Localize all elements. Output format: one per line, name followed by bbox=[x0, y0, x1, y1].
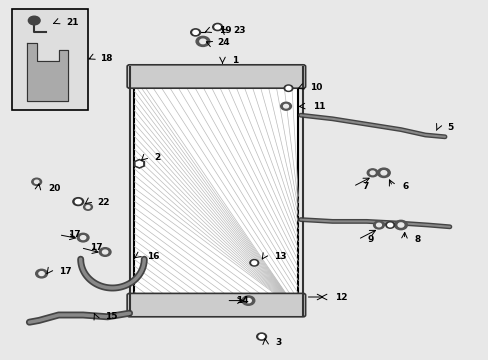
Text: 13: 13 bbox=[273, 252, 286, 261]
Circle shape bbox=[377, 168, 389, 177]
Text: 23: 23 bbox=[233, 26, 246, 35]
Polygon shape bbox=[134, 159, 144, 168]
Circle shape bbox=[192, 31, 198, 35]
Circle shape bbox=[251, 261, 256, 265]
Circle shape bbox=[99, 248, 111, 256]
Circle shape bbox=[259, 335, 264, 339]
FancyBboxPatch shape bbox=[127, 293, 305, 317]
Text: 17: 17 bbox=[68, 230, 81, 239]
Circle shape bbox=[39, 272, 44, 275]
Text: 21: 21 bbox=[66, 18, 79, 27]
Circle shape bbox=[83, 204, 92, 210]
Bar bbox=[12, 9, 88, 110]
Text: 9: 9 bbox=[367, 235, 373, 244]
Circle shape bbox=[366, 169, 377, 177]
Circle shape bbox=[32, 178, 41, 185]
Text: 1: 1 bbox=[232, 56, 238, 65]
Text: 15: 15 bbox=[105, 311, 118, 320]
Circle shape bbox=[283, 104, 288, 108]
Circle shape bbox=[256, 333, 266, 340]
Circle shape bbox=[75, 199, 81, 204]
Polygon shape bbox=[136, 161, 142, 166]
Text: 8: 8 bbox=[413, 235, 420, 244]
Circle shape bbox=[245, 298, 251, 303]
FancyBboxPatch shape bbox=[127, 65, 305, 88]
Text: 2: 2 bbox=[154, 153, 160, 162]
Circle shape bbox=[34, 180, 39, 184]
Circle shape bbox=[242, 296, 254, 305]
Polygon shape bbox=[27, 43, 68, 101]
Circle shape bbox=[200, 39, 205, 44]
Circle shape bbox=[196, 36, 209, 46]
Circle shape bbox=[86, 206, 90, 208]
Circle shape bbox=[36, 269, 47, 278]
Circle shape bbox=[73, 198, 83, 206]
Circle shape bbox=[385, 222, 394, 228]
Circle shape bbox=[280, 102, 291, 110]
Circle shape bbox=[387, 223, 392, 227]
Circle shape bbox=[190, 29, 200, 36]
Text: 5: 5 bbox=[447, 123, 453, 132]
Text: 17: 17 bbox=[59, 267, 71, 276]
Text: 11: 11 bbox=[312, 102, 325, 111]
Circle shape bbox=[397, 223, 403, 227]
Text: 18: 18 bbox=[100, 54, 113, 63]
Circle shape bbox=[380, 171, 386, 175]
Text: 19: 19 bbox=[218, 26, 231, 35]
Text: 14: 14 bbox=[236, 296, 248, 305]
Circle shape bbox=[214, 25, 220, 29]
Text: 22: 22 bbox=[97, 198, 109, 207]
Circle shape bbox=[284, 85, 292, 91]
Circle shape bbox=[373, 221, 384, 229]
Text: 20: 20 bbox=[48, 184, 60, 193]
Circle shape bbox=[249, 260, 258, 266]
Text: 3: 3 bbox=[275, 338, 281, 347]
Circle shape bbox=[212, 23, 222, 31]
Text: 24: 24 bbox=[217, 38, 230, 47]
Circle shape bbox=[285, 86, 290, 90]
Circle shape bbox=[376, 223, 381, 227]
Text: 16: 16 bbox=[146, 252, 159, 261]
Circle shape bbox=[28, 16, 40, 25]
Text: 6: 6 bbox=[402, 182, 408, 191]
Text: 7: 7 bbox=[362, 182, 368, 191]
Text: 17: 17 bbox=[90, 243, 103, 252]
Circle shape bbox=[394, 220, 407, 230]
Circle shape bbox=[81, 236, 85, 239]
Circle shape bbox=[77, 233, 89, 242]
Text: 10: 10 bbox=[310, 83, 322, 92]
Circle shape bbox=[102, 250, 107, 254]
Bar bbox=[134, 70, 298, 311]
Text: 12: 12 bbox=[334, 292, 347, 302]
Circle shape bbox=[369, 171, 374, 175]
